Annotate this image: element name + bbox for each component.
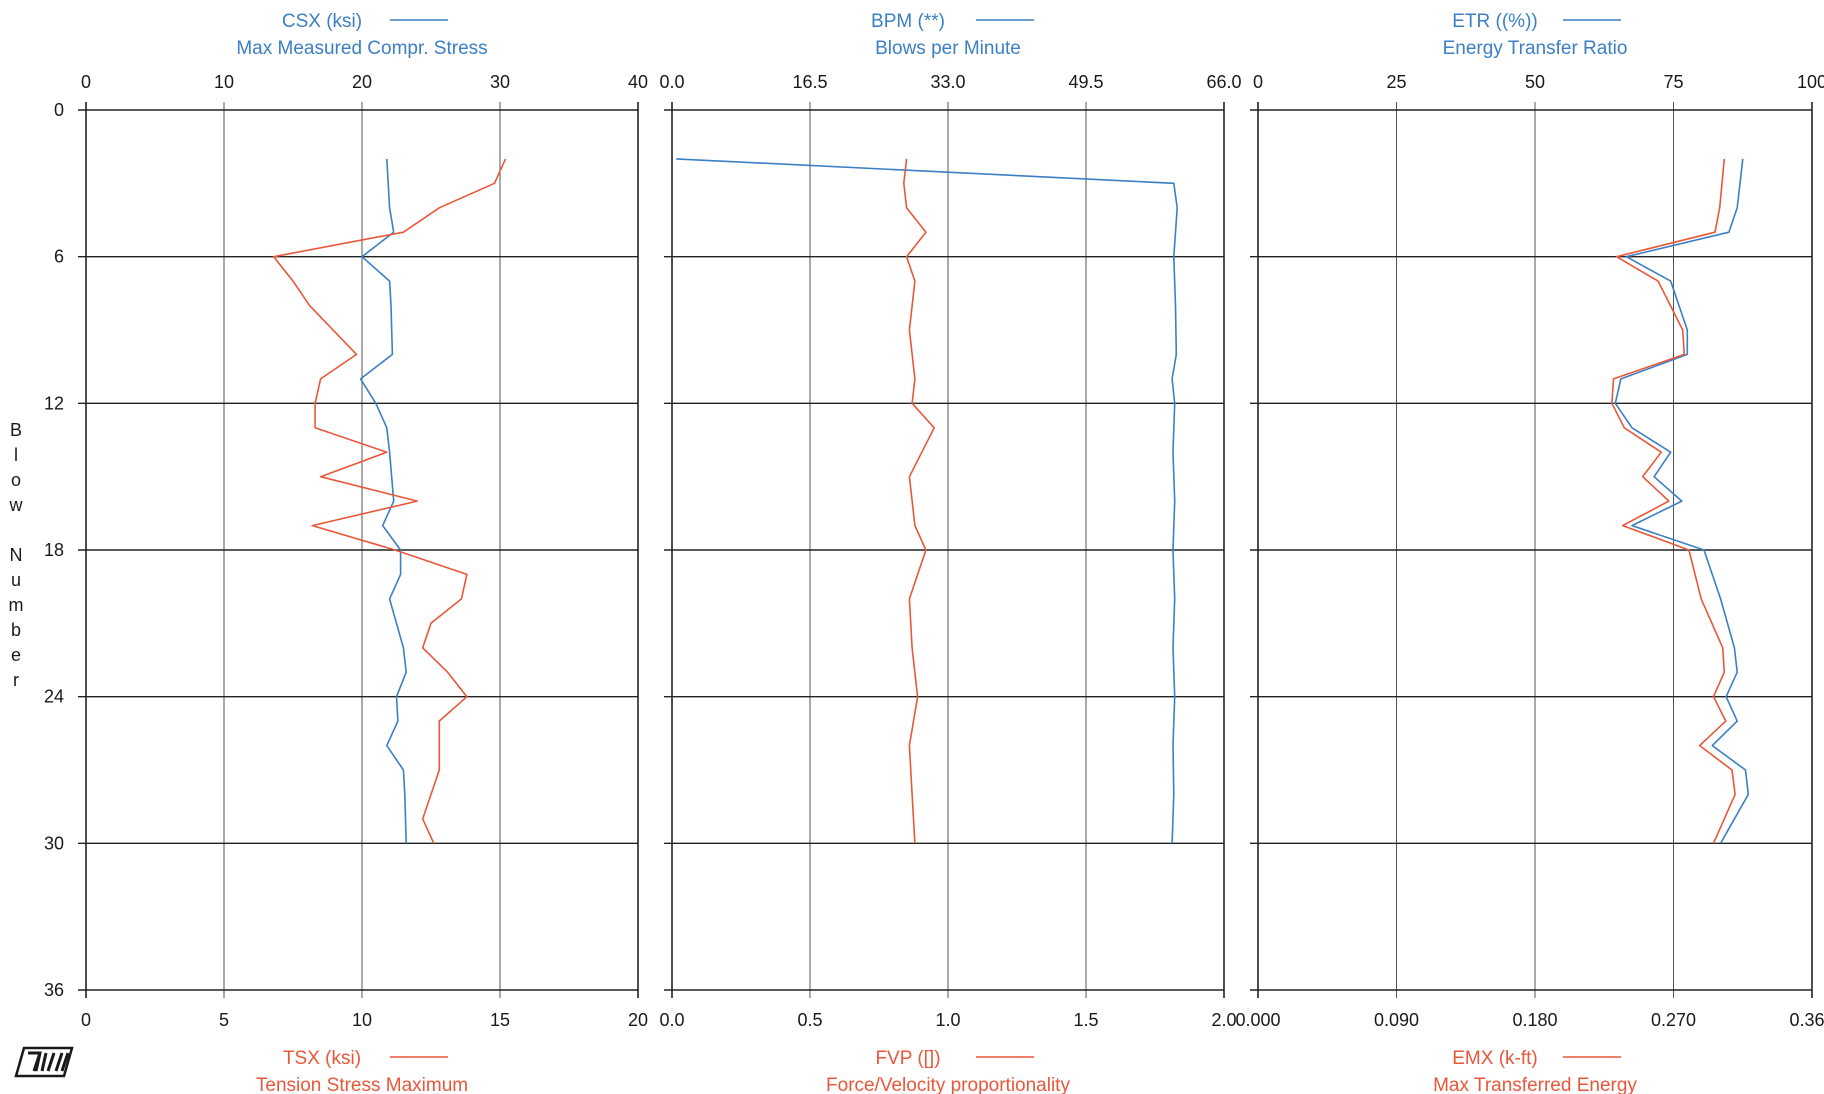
y-axis-label-char: o (11, 470, 21, 490)
bottom-tick-label: 0.5 (797, 1010, 822, 1030)
y-tick-label: 24 (44, 687, 64, 707)
bottom-tick-label: 10 (352, 1010, 372, 1030)
bottom-tick-label: 0.360 (1789, 1010, 1824, 1030)
bottom-axis-subtitle: Tension Stress Maximum (256, 1075, 468, 1094)
csx-ksi-series-line (359, 158, 408, 844)
panel-3: 0 25 50 75 100 0.000 0.090 0.180 0.270 0.360 ETR (… (1235, 11, 1824, 1094)
y-axis-label-char: r (13, 670, 19, 690)
y-axis-label-char: b (11, 620, 21, 640)
top-tick-label: 49.5 (1068, 72, 1103, 92)
top-tick-label: 20 (352, 72, 372, 92)
bottom-tick-label: 2.0 (1211, 1010, 1236, 1030)
bpm-series-line (676, 158, 1178, 844)
top-tick-label: 30 (490, 72, 510, 92)
y-tick-label: 18 (44, 540, 64, 560)
top-axis-title: ETR ((%)) (1452, 11, 1537, 32)
top-tick-label: 25 (1386, 72, 1406, 92)
top-tick-label: 0 (1253, 72, 1263, 92)
fvp-series-line (902, 158, 936, 844)
bottom-tick-label: 20 (628, 1010, 648, 1030)
bottom-axis-title: TSX (ksi) (283, 1048, 361, 1069)
top-axis-title: CSX (ksi) (282, 11, 362, 32)
bottom-tick-label: 0.000 (1235, 1010, 1280, 1030)
bottom-tick-label: 1.5 (1073, 1010, 1098, 1030)
y-axis-label-char: w (9, 495, 24, 515)
bottom-tick-label: 1.0 (935, 1010, 960, 1030)
bottom-axis-subtitle: Force/Velocity proportionality (826, 1075, 1070, 1094)
bottom-tick-label: 0.090 (1374, 1010, 1419, 1030)
top-tick-label: 50 (1525, 72, 1545, 92)
top-axis-subtitle: Blows per Minute (875, 38, 1021, 59)
top-tick-label: 33.0 (930, 72, 965, 92)
top-tick-label: 10 (214, 72, 234, 92)
bottom-axis-subtitle: Max Transferred Energy (1433, 1075, 1637, 1094)
top-tick-label: 40 (628, 72, 648, 92)
bottom-axis-title: EMX (k-ft) (1452, 1048, 1538, 1069)
top-tick-label: 0.0 (659, 72, 684, 92)
bottom-tick-label: 0.270 (1651, 1010, 1696, 1030)
top-tick-label: 100 (1797, 72, 1824, 92)
panel-1: 0 10 20 30 40 0 5 10 15 20 CSX (ksi) Max Measured C… (78, 11, 648, 1094)
y-axis-label-char: e (11, 645, 21, 665)
top-tick-label: 0 (81, 72, 91, 92)
y-tick-label: 0 (54, 100, 64, 120)
bottom-tick-label: 15 (490, 1010, 510, 1030)
y-tick-label: 12 (44, 393, 64, 413)
etr-series-line (1614, 158, 1750, 844)
top-axis-title: BPM (**) (871, 11, 945, 32)
y-axis-label-char: N (10, 545, 23, 565)
y-tick-label: 36 (44, 980, 64, 1000)
bottom-tick-label: 0.0 (659, 1010, 684, 1030)
top-tick-label: 66.0 (1206, 72, 1241, 92)
top-axis-subtitle: Max Measured Compr. Stress (236, 38, 487, 59)
bottom-tick-label: 0 (81, 1010, 91, 1030)
pdi-logo-icon (14, 1046, 74, 1078)
top-tick-label: 16.5 (792, 72, 827, 92)
y-tick-label: 6 (54, 247, 64, 267)
top-tick-label: 75 (1663, 72, 1683, 92)
panel-2: 0.0 16.5 33.0 49.5 66.0 0.0 0.5 1.0 1.5 2.0 BPM (*… (659, 11, 1241, 1094)
top-axis-subtitle: Energy Transfer Ratio (1443, 38, 1628, 59)
bottom-axis-title: FVP ([]) (875, 1048, 940, 1069)
y-axis-label-char: u (11, 570, 21, 590)
y-axis-label-char: l (14, 445, 18, 465)
y-axis-label-char: B (10, 420, 22, 440)
y-axis-label-char: m (9, 595, 24, 615)
tsx-ksi-series-line (272, 158, 507, 844)
emx-k-ft-series-line (1611, 158, 1736, 844)
y-tick-label: 30 (44, 833, 64, 853)
bottom-tick-label: 0.180 (1512, 1010, 1557, 1030)
bottom-tick-label: 5 (219, 1010, 229, 1030)
